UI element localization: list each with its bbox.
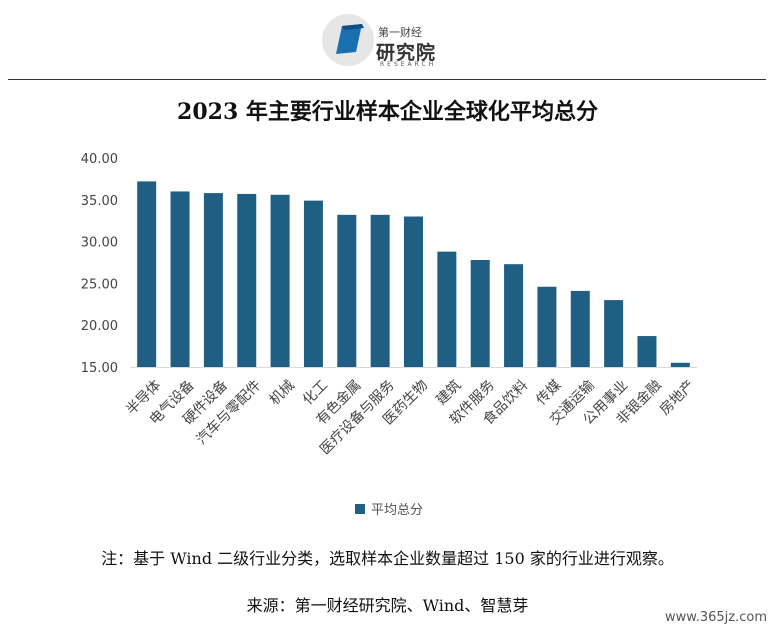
bar — [270, 194, 290, 367]
bar — [470, 259, 490, 367]
y-tick-label: 20.00 — [81, 319, 118, 334]
bar — [203, 193, 223, 367]
bar — [303, 200, 323, 367]
bar — [504, 264, 524, 367]
logo-name-text: 研究院 — [376, 42, 437, 64]
x-tick-label: 房地产 — [657, 377, 698, 418]
bar — [637, 336, 657, 367]
source-text: 来源：第一财经研究院、Wind、智慧芽 — [246, 596, 529, 615]
chart-title: 2023 年主要行业样本企业全球化平均总分 — [177, 99, 598, 125]
legend-swatch — [355, 503, 365, 514]
y-tick-label: 15.00 — [81, 361, 118, 376]
y-tick-label: 30.00 — [81, 236, 118, 251]
legend-label: 平均总分 — [371, 503, 424, 518]
bar — [337, 214, 357, 367]
bar — [404, 216, 423, 367]
y-tick-label: 25.00 — [81, 277, 118, 292]
header-divider — [8, 79, 766, 80]
legend: 平均总分 — [355, 499, 423, 518]
y-tick-label: 40.00 — [81, 152, 118, 167]
bar — [570, 290, 590, 367]
bar — [604, 300, 624, 367]
bar — [437, 251, 457, 367]
note-text: 注：基于 Wind 二级行业分类，选取样本企业数量超过 150 家的行业进行观察… — [101, 549, 674, 568]
x-tick-label: 机械 — [267, 377, 298, 408]
bar — [670, 362, 690, 367]
y-tick-label: 35.00 — [81, 194, 118, 209]
bar — [370, 214, 390, 367]
bar — [137, 181, 157, 367]
bar — [237, 193, 257, 367]
brand-logo: 第一财经 研究院 RESEARCH — [318, 10, 458, 68]
bar — [537, 286, 557, 367]
watermark-text: www.365jz.com — [665, 610, 767, 625]
bar-chart: 40.0035.0030.0025.0020.0015.00半导体电气设备硬件设… — [81, 152, 698, 458]
logo-emblem-icon — [322, 14, 374, 66]
bar — [170, 191, 190, 367]
logo-sub-text: RESEARCH — [380, 61, 437, 68]
logo-small-text: 第一财经 — [378, 26, 422, 39]
